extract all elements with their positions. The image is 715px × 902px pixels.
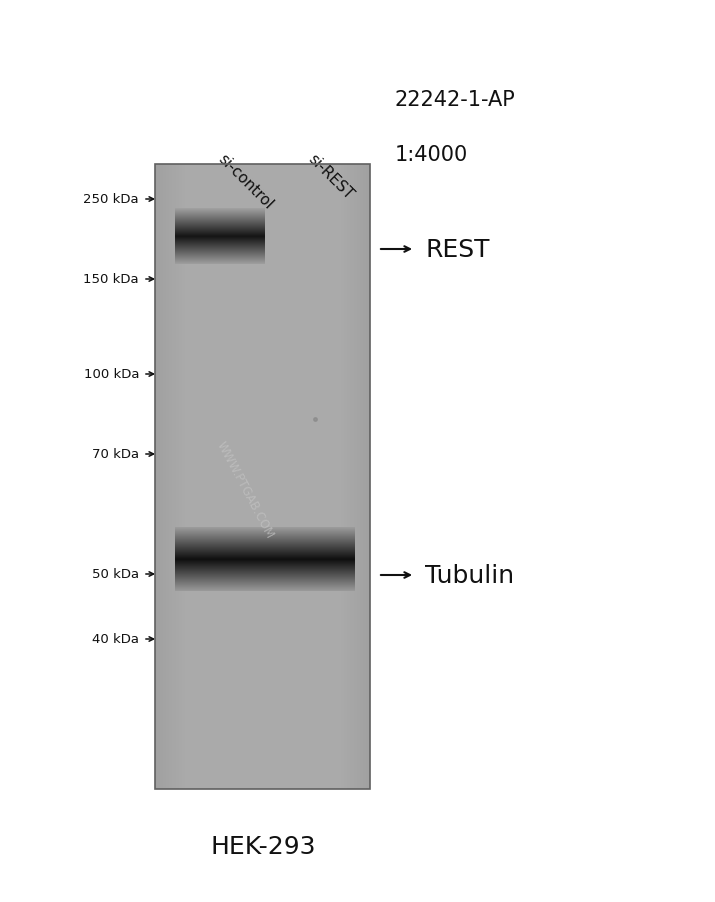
- Text: 150 kDa: 150 kDa: [84, 273, 139, 286]
- Text: 40 kDa: 40 kDa: [92, 633, 139, 646]
- Text: si-control: si-control: [215, 152, 276, 212]
- Text: REST: REST: [425, 238, 490, 262]
- Text: 50 kDa: 50 kDa: [92, 568, 139, 581]
- Bar: [155, 165, 370, 789]
- Text: 22242-1-AP: 22242-1-AP: [395, 90, 516, 110]
- Text: WWW.PTGAB.COM: WWW.PTGAB.COM: [214, 438, 276, 540]
- Text: si-REST: si-REST: [305, 152, 356, 202]
- Text: 100 kDa: 100 kDa: [84, 368, 139, 381]
- Text: HEK-293: HEK-293: [210, 834, 316, 858]
- Text: 1:4000: 1:4000: [395, 145, 468, 165]
- Text: 250 kDa: 250 kDa: [84, 193, 139, 207]
- Text: 70 kDa: 70 kDa: [92, 448, 139, 461]
- Text: Tubulin: Tubulin: [425, 564, 514, 587]
